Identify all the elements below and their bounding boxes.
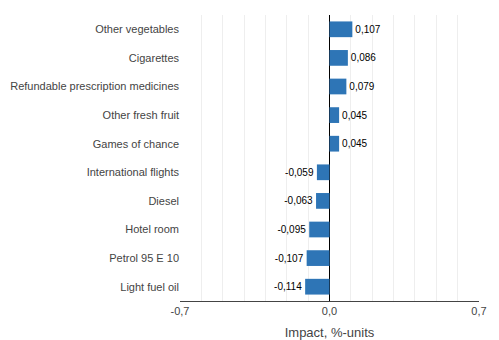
svg-text:Petrol 95 E 10: Petrol 95 E 10 bbox=[109, 252, 179, 264]
svg-text:Games of chance: Games of chance bbox=[93, 138, 179, 150]
svg-text:Diesel: Diesel bbox=[148, 195, 179, 207]
svg-text:Impact, %-units: Impact, %-units bbox=[285, 325, 375, 340]
svg-text:-0,063: -0,063 bbox=[284, 195, 313, 206]
svg-text:0,045: 0,045 bbox=[342, 138, 367, 149]
svg-text:0,0: 0,0 bbox=[322, 305, 337, 317]
svg-text:-0,114: -0,114 bbox=[274, 281, 302, 292]
svg-text:0,107: 0,107 bbox=[355, 24, 380, 35]
svg-text:-0,059: -0,059 bbox=[285, 167, 314, 178]
svg-text:0,079: 0,079 bbox=[349, 81, 374, 92]
svg-text:0,045: 0,045 bbox=[342, 110, 367, 121]
svg-text:Other vegetables: Other vegetables bbox=[95, 23, 179, 35]
svg-text:International flights: International flights bbox=[87, 166, 180, 178]
svg-text:-0,7: -0,7 bbox=[171, 305, 190, 317]
svg-text:-0,107: -0,107 bbox=[275, 253, 304, 264]
svg-text:Hotel room: Hotel room bbox=[125, 223, 179, 235]
svg-text:-0,095: -0,095 bbox=[277, 224, 306, 235]
svg-text:0,086: 0,086 bbox=[351, 52, 376, 63]
svg-text:Cigarettes: Cigarettes bbox=[129, 52, 180, 64]
svg-text:Light fuel oil: Light fuel oil bbox=[120, 281, 179, 293]
svg-text:Refundable prescription medici: Refundable prescription medicines bbox=[10, 80, 179, 92]
svg-text:0,7: 0,7 bbox=[471, 305, 486, 317]
svg-text:Other fresh fruit: Other fresh fruit bbox=[103, 109, 179, 121]
